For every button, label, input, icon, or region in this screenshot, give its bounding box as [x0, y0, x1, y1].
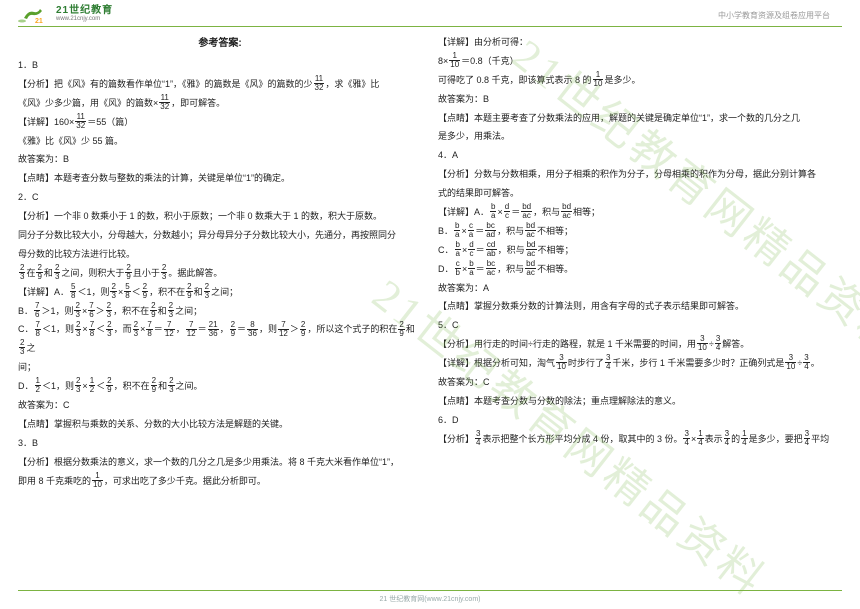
text-line: 【分析】用行走的时间÷行走的路程，就是 1 千米需要的时间，用310÷34解答。 [438, 335, 842, 354]
text-line: 6．D [438, 411, 842, 430]
text-line: D．12＜1，则23×12＜29，积不在29和23之间。 [18, 377, 422, 396]
text-line: 母分数的比较方法进行比较。 [18, 245, 422, 264]
text-line: 【分析】34表示把整个长方形平均分成 4 份，取其中的 3 份。34×14表示3… [438, 430, 842, 449]
text-line: 【详解】由分析可得： [438, 33, 842, 52]
text-line: 3．B [18, 434, 422, 453]
right-column: 【详解】由分析可得： 8×110＝0.8（千克） 可得吃了 0.8 千克，即该算… [430, 33, 842, 581]
text-line: 可得吃了 0.8 千克，即该算式表示 8 的110是多少。 [438, 71, 842, 90]
text-line: 【详解】A．58＜1，则23×58＜29，积不在29和23之间； [18, 283, 422, 302]
page-footer: 21 世纪教育网(www.21cnjy.com) [0, 590, 860, 604]
text-line: 1．B [18, 56, 422, 75]
text-line: 故答案为：B [438, 90, 842, 109]
text-line: 故答案为：C [18, 396, 422, 415]
text-line: 《雅》比《风》少 55 篇。 [18, 132, 422, 151]
header-right-text: 中小学教育资源及组卷应用平台 [718, 10, 830, 21]
text-line: C．78＜1，则23×78＜23，而23×78＝712，712＝2136，29＝… [18, 320, 422, 358]
text-line: 【点睛】本题考查分数与分数的除法；重点理解除法的意义。 [438, 392, 842, 411]
fraction: 1132 [314, 75, 325, 92]
header-divider [18, 26, 842, 27]
text-line: 【分析】把《风》有的篇数看作单位“1”，《雅》的篇数是《风》的篇数的少1132，… [18, 75, 422, 94]
text-line: 【点睛】本题主要考查了分数乘法的应用，解题的关键是确定单位“1”，求一个数的几分… [438, 109, 842, 128]
logo-text: 21世纪教育 www.21cnjy.com [56, 6, 113, 22]
footer-text: 21 世纪教育网(www.21cnjy.com) [379, 596, 480, 603]
content-area: 21世纪教育网精品资料 21世纪教育网精品资料 参考答案: 1．B 【分析】把《… [0, 33, 860, 581]
text-line: B．76＞1，则23×76＞23，积不在29和23之间； [18, 302, 422, 321]
page-header: 21 21世纪教育 www.21cnjy.com 中小学教育资源及组卷应用平台 [0, 0, 860, 26]
logo-cn: 21世纪教育 [56, 6, 113, 16]
text-line: 5．C [438, 316, 842, 335]
text-line: 同分子分数比较大小，分母越大，分数越小；异分母异分子分数比较大小，先通分，再按照… [18, 226, 422, 245]
text-line: 即用 8 千克乘吃的110，可求出吃了多少千克。据此分析即可。 [18, 472, 422, 491]
text-line: 故答案为：B [18, 150, 422, 169]
text-line: B．ba×ca＝bcad，积与bdac不相等； [438, 222, 842, 241]
text-line: 是多少，用乘法。 [438, 127, 842, 146]
left-column: 参考答案: 1．B 【分析】把《风》有的篇数看作单位“1”，《雅》的篇数是《风》… [18, 33, 430, 581]
text-line: 《风》少多少篇，用《风》的篇数×1132，即可解答。 [18, 94, 422, 113]
text-line: 故答案为：C [438, 373, 842, 392]
text-line: 【详解】根据分析可知，淘气310时步行了34千米，步行 1 千米需要多少时？正确… [438, 354, 842, 373]
text-line: 间； [18, 358, 422, 377]
text-line: D．cb×ba＝bcac，积与bdac不相等。 [438, 260, 842, 279]
text-line: 故答案为：A [438, 279, 842, 298]
text-line: 【点睛】本题考查分数与整数的乘法的计算，关键是单位“1”的确定。 [18, 169, 422, 188]
text-line: 【分析】一个非 0 数乘小于 1 的数，积小于原数；一个非 0 数乘大于 1 的… [18, 207, 422, 226]
fraction: 1132 [159, 94, 170, 111]
logo-url: www.21cnjy.com [56, 16, 113, 22]
text-line: 23在29和23之间，则积大于29且小于23。据此解答。 [18, 264, 422, 283]
svg-text:21: 21 [35, 18, 43, 24]
fraction: 1132 [75, 113, 86, 130]
text-line: 【分析】根据分数乘法的意义，求一个数的几分之几是多少用乘法。将 8 千克大米看作… [18, 453, 422, 472]
text-line: 【详解】A．ba×dc＝bdac，积与bdac相等； [438, 203, 842, 222]
text-line: C．ba×dc＝cdab，积与bdac不相等； [438, 241, 842, 260]
runner-icon: 21 [18, 4, 52, 24]
text-line: 【分析】分数与分数相乘，用分子相乘的积作为分子，分母相乘的积作为分母，据此分别计… [438, 165, 842, 184]
text-line: 【点睛】掌握分数乘分数的计算法则，用含有字母的式子表示结果即可解答。 [438, 297, 842, 316]
answers-title: 参考答案: [18, 33, 422, 56]
logo: 21 21世纪教育 www.21cnjy.com [18, 4, 113, 24]
text-line: 式的结果即可解答。 [438, 184, 842, 203]
text-line: 4．A [438, 146, 842, 165]
text-line: 【点睛】掌握积与乘数的关系、分数的大小比较方法是解题的关键。 [18, 415, 422, 434]
text-line: 【详解】160×1132＝55（篇） [18, 113, 422, 132]
footer-divider [18, 590, 842, 591]
text-line: 8×110＝0.8（千克） [438, 52, 842, 71]
text-line: 2．C [18, 188, 422, 207]
